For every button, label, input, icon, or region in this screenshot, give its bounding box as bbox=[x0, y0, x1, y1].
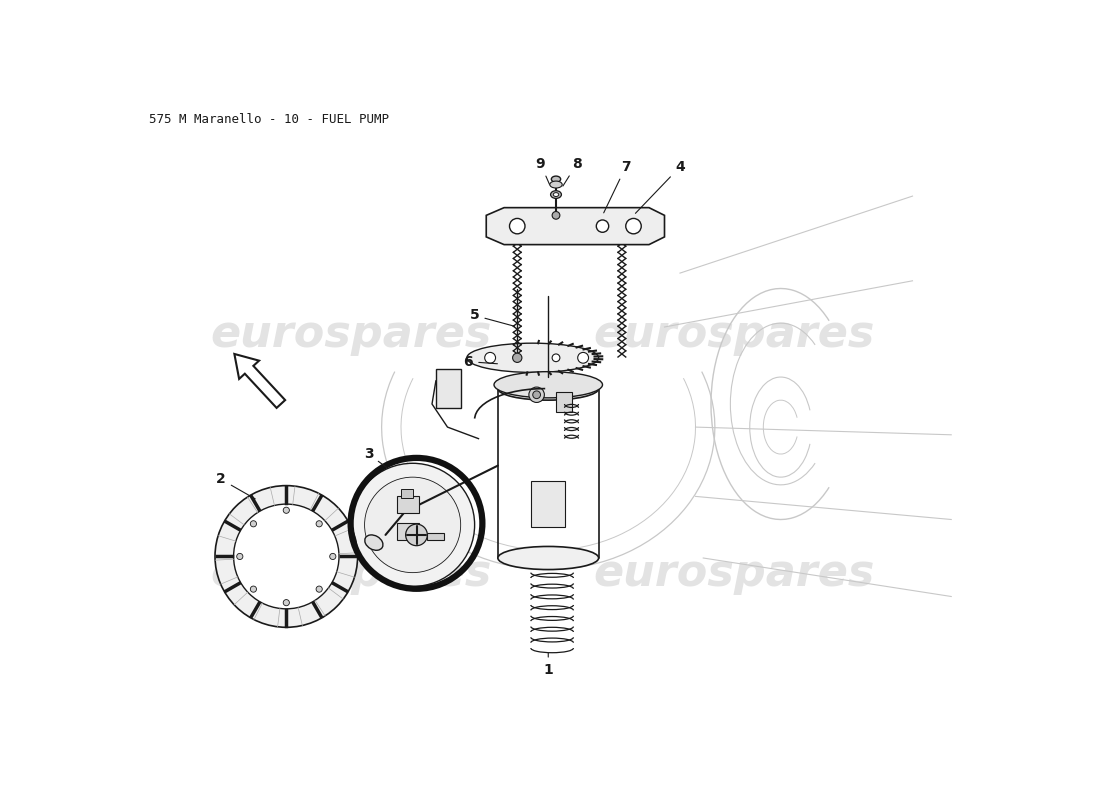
Circle shape bbox=[485, 353, 495, 363]
Ellipse shape bbox=[553, 193, 559, 197]
Text: 4: 4 bbox=[636, 160, 685, 214]
FancyArrow shape bbox=[234, 354, 285, 408]
Ellipse shape bbox=[498, 377, 598, 400]
Circle shape bbox=[283, 507, 289, 514]
Circle shape bbox=[283, 599, 289, 606]
Text: eurospares: eurospares bbox=[594, 552, 874, 595]
Circle shape bbox=[596, 220, 608, 232]
Text: 1: 1 bbox=[543, 653, 553, 677]
Circle shape bbox=[251, 586, 256, 592]
Ellipse shape bbox=[466, 343, 598, 373]
Text: 6: 6 bbox=[463, 354, 497, 369]
Circle shape bbox=[364, 477, 461, 573]
Circle shape bbox=[513, 353, 521, 362]
Ellipse shape bbox=[551, 176, 561, 182]
Circle shape bbox=[532, 391, 540, 398]
Text: 5: 5 bbox=[470, 309, 515, 326]
Bar bbox=[397, 496, 419, 514]
Bar bbox=[436, 370, 461, 408]
Ellipse shape bbox=[498, 546, 598, 570]
Bar bbox=[402, 489, 414, 498]
Text: eurospares: eurospares bbox=[210, 552, 492, 595]
Bar bbox=[556, 393, 572, 412]
Circle shape bbox=[406, 524, 427, 546]
Ellipse shape bbox=[365, 535, 383, 550]
Ellipse shape bbox=[550, 181, 562, 188]
Circle shape bbox=[578, 353, 588, 363]
Circle shape bbox=[214, 486, 358, 627]
Circle shape bbox=[552, 354, 560, 362]
Circle shape bbox=[351, 463, 474, 586]
Bar bbox=[397, 523, 419, 540]
Polygon shape bbox=[486, 208, 664, 245]
Circle shape bbox=[509, 218, 525, 234]
Bar bbox=[427, 533, 444, 540]
Text: eurospares: eurospares bbox=[594, 314, 874, 356]
Circle shape bbox=[529, 387, 544, 402]
Text: 3: 3 bbox=[364, 447, 387, 468]
Text: 2: 2 bbox=[217, 473, 255, 499]
Circle shape bbox=[236, 554, 243, 559]
Circle shape bbox=[552, 211, 560, 219]
Circle shape bbox=[316, 521, 322, 527]
Circle shape bbox=[251, 521, 256, 527]
Text: eurospares: eurospares bbox=[210, 314, 492, 356]
Bar bbox=[531, 481, 565, 527]
Ellipse shape bbox=[494, 372, 603, 398]
Text: 9: 9 bbox=[536, 157, 550, 184]
Ellipse shape bbox=[551, 190, 561, 198]
Circle shape bbox=[330, 554, 336, 559]
Text: 8: 8 bbox=[563, 157, 582, 186]
Circle shape bbox=[626, 218, 641, 234]
Text: 575 M Maranello - 10 - FUEL PUMP: 575 M Maranello - 10 - FUEL PUMP bbox=[150, 113, 389, 126]
Circle shape bbox=[316, 586, 322, 592]
Circle shape bbox=[233, 504, 339, 609]
Text: 7: 7 bbox=[604, 160, 630, 213]
